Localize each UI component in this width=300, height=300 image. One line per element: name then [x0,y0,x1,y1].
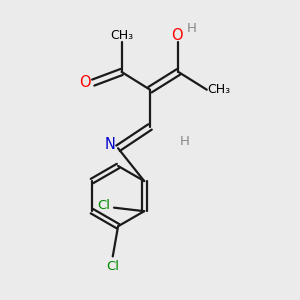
Text: CH₃: CH₃ [208,83,231,96]
Text: N: N [105,137,116,152]
Text: H: H [187,22,197,35]
Text: H: H [180,135,190,148]
Text: O: O [171,28,182,43]
Text: Cl: Cl [98,200,111,212]
Text: Cl: Cl [106,260,119,273]
Text: CH₃: CH₃ [110,29,133,42]
Text: O: O [80,75,91,90]
